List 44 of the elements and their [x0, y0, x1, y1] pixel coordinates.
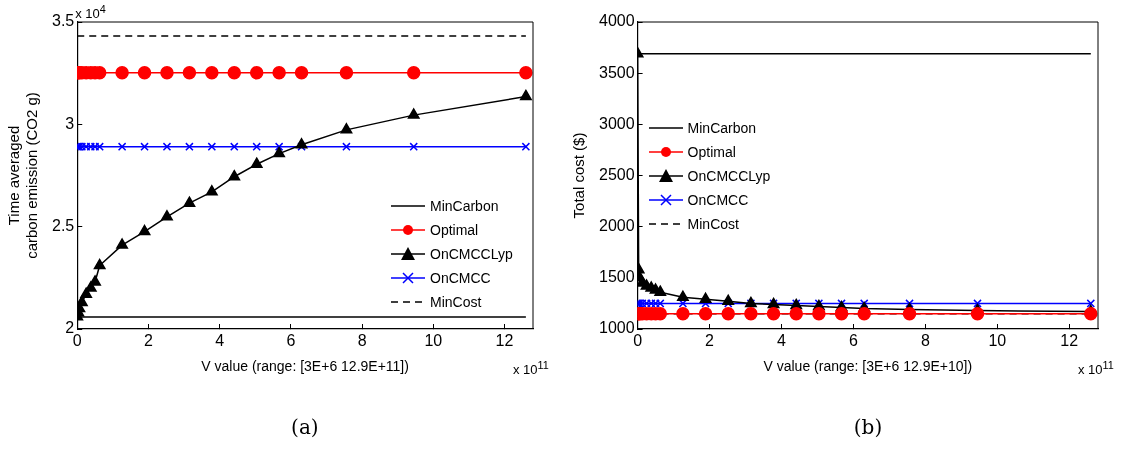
legend-label: OnCMCC	[430, 269, 491, 288]
x-tick-label: 0	[633, 332, 643, 350]
x-tick-label: 0	[72, 332, 82, 350]
x-tick-label: 12	[495, 332, 514, 350]
legend-label: OnCMCCLyp	[687, 166, 771, 186]
x-tick-label: 8	[357, 332, 367, 350]
x-tick-label: 4	[777, 332, 787, 350]
x-tick-label: 6	[286, 332, 296, 350]
x-tick-label: 2	[705, 332, 715, 350]
x-tick-label: 10	[988, 332, 1007, 350]
text: (b)	[853, 415, 883, 439]
y-tick-label: 1500	[599, 268, 635, 286]
x-tick-label: 2	[144, 332, 153, 350]
text: x 10$^{11}$	[1078, 359, 1114, 378]
y-tick-label: 2000	[599, 217, 635, 235]
y-tick-label: 4000	[599, 12, 635, 30]
x-tick-label: 12	[1060, 332, 1079, 350]
legend-label: MinCarbon	[430, 197, 499, 216]
y-tick-label: 1000	[599, 319, 635, 337]
y-tick-label: 2500	[599, 165, 635, 183]
y-tick-label: 2.5	[51, 217, 75, 235]
legend-label: MinCost	[430, 293, 482, 312]
legend-label: Optimal	[430, 221, 479, 240]
x-tick-label: 6	[848, 332, 858, 350]
legend-label: Optimal	[687, 142, 736, 162]
text: (a)	[291, 415, 319, 439]
y-tick-label: 2	[65, 319, 75, 337]
legend-label: OnCMCC	[687, 190, 749, 210]
y-tick-label: 3000	[599, 114, 635, 132]
y-tick-label: 3	[65, 114, 75, 132]
text: x 10$^{11}$	[513, 359, 549, 378]
legend-label: OnCMCCLyp	[430, 245, 513, 264]
legend-label: MinCost	[687, 214, 739, 234]
y-tick-label: 3.5	[51, 12, 75, 30]
x-tick-label: 8	[920, 332, 930, 350]
x-axis-title: V value (range: [3E+6 12.9E+10])	[763, 358, 973, 375]
x-axis-title: V value (range: [3E+6 12.9E+11])	[201, 358, 409, 375]
x-tick-label: 4	[215, 332, 225, 350]
y-axis-title: Total cost ($)	[570, 132, 588, 219]
y-axis-title: Time averaged carbon emission (CO2 g)	[5, 92, 41, 259]
x-tick-label: 10	[424, 332, 443, 350]
y-tick-label: 3500	[599, 63, 635, 81]
annotation: x 10$^{4}$	[75, 3, 106, 22]
legend-label: MinCarbon	[687, 118, 757, 138]
